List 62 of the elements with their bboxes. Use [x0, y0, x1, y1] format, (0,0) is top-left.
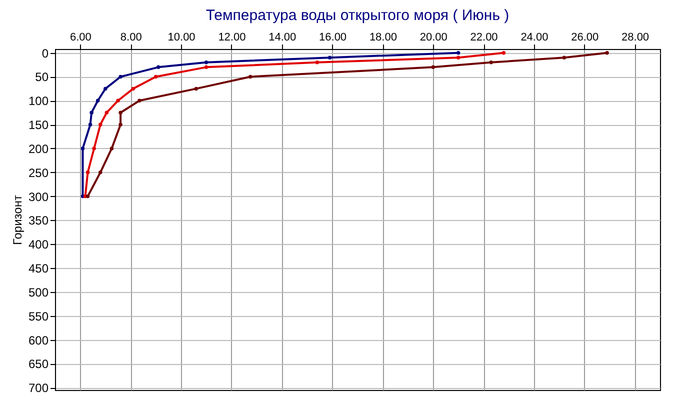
- point: [315, 60, 320, 64]
- y-tick-label: 400: [28, 238, 49, 252]
- x-tick-label: 12.00: [218, 32, 246, 44]
- point: [138, 98, 142, 103]
- point: [110, 146, 114, 150]
- x-tick-label: 8.00: [120, 32, 142, 44]
- point: [98, 122, 102, 126]
- point: [605, 50, 609, 55]
- point: [456, 50, 460, 55]
- y-tick-label: 50: [35, 70, 49, 84]
- y-tick-label: 100: [28, 94, 49, 108]
- y-tick-label: 600: [28, 333, 49, 348]
- point: [104, 110, 109, 114]
- y-tick-label: 250: [28, 166, 49, 180]
- point: [118, 110, 122, 114]
- point: [86, 194, 90, 198]
- point: [86, 170, 90, 174]
- point: [104, 86, 108, 91]
- point: [456, 56, 460, 60]
- point: [118, 122, 122, 126]
- x-tick-label: 14.00: [268, 32, 296, 44]
- point: [154, 74, 158, 79]
- y-tick-label: 550: [28, 309, 49, 324]
- y-tick-label: 700: [28, 381, 49, 396]
- point: [204, 60, 208, 64]
- chart-title: Температура воды открытого моря ( Июнь ): [206, 7, 510, 24]
- point: [90, 110, 94, 114]
- point: [156, 65, 160, 70]
- point: [194, 86, 198, 91]
- point: [92, 146, 96, 150]
- point: [80, 146, 85, 150]
- x-tick-label: 24.00: [520, 32, 548, 44]
- x-tick-label: 6.00: [70, 32, 92, 44]
- point: [116, 98, 120, 103]
- point: [96, 98, 100, 103]
- y-tick-label: 200: [28, 142, 49, 156]
- point: [489, 60, 493, 64]
- point: [118, 74, 122, 79]
- y-tick-label: 350: [28, 214, 49, 228]
- y-tick-label: 150: [28, 118, 49, 132]
- point: [88, 122, 92, 126]
- point: [98, 170, 102, 174]
- point: [204, 65, 208, 70]
- point: [431, 65, 435, 70]
- point: [328, 56, 332, 60]
- y-axis-title: Горизонт: [10, 194, 24, 245]
- x-tick-label: 16.00: [319, 32, 347, 44]
- x-tick-label: 28.00: [622, 32, 650, 44]
- y-tick-label: 450: [28, 262, 49, 276]
- x-tick-label: 20.00: [420, 32, 448, 44]
- point: [248, 74, 252, 79]
- x-tick-label: 10.00: [168, 32, 196, 44]
- y-tick-label: 650: [28, 357, 49, 372]
- point: [131, 86, 136, 91]
- point: [562, 56, 566, 60]
- point: [502, 50, 506, 55]
- x-tick-label: 18.00: [369, 32, 397, 44]
- y-tick-label: 500: [28, 285, 49, 300]
- x-tick-label: 22.00: [470, 32, 498, 44]
- y-tick-label: 0: [42, 46, 49, 60]
- x-tick-label: 26.00: [571, 32, 599, 44]
- y-tick-label: 300: [28, 190, 49, 204]
